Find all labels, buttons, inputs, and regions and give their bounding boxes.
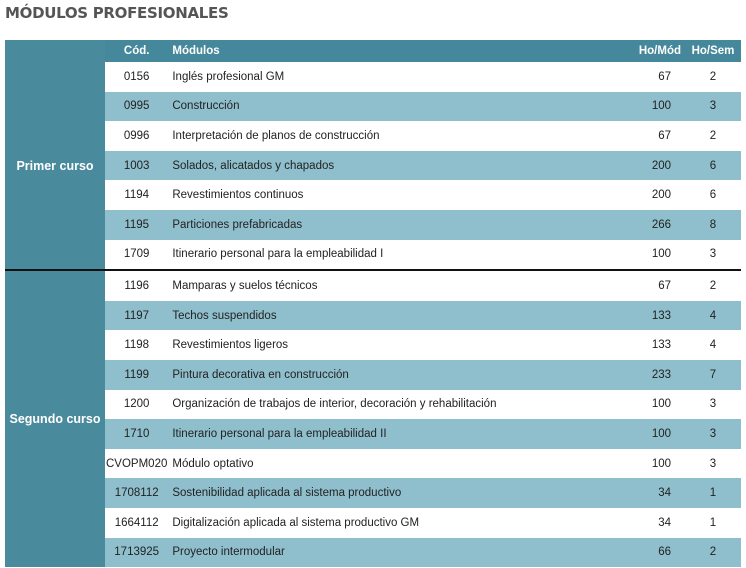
cell-ho-sem: 2: [709, 129, 717, 142]
cell-ho-sem: 1: [685, 478, 741, 508]
group-label: Primer curso: [5, 62, 105, 271]
cell-modulo: Organización de trabajos de interior, de…: [172, 398, 497, 411]
header-ho-sem: Ho/Sem: [685, 40, 741, 62]
table-row: 1709 Itinerario personal para la empleabi…: [5, 240, 741, 271]
cell-ho-sem: 2: [685, 537, 741, 568]
cell-cod: 1710: [105, 419, 169, 449]
cell-cod: 1709: [123, 248, 150, 261]
cell-modulo: Proyecto intermodular: [168, 537, 617, 568]
cell-modulo: Solados, alicatados y chapados: [168, 150, 617, 181]
page-title: MÓDULOS PROFESIONALES: [5, 4, 229, 22]
table-row: 0996 Interpretación de planos de construc…: [5, 121, 741, 151]
header-cod: Cód.: [105, 40, 169, 62]
cell-cod: 1199: [105, 359, 169, 390]
cell-ho-mod: 100: [617, 91, 685, 122]
cell-cod: 1664112: [114, 516, 159, 529]
cell-ho-mod: 34: [617, 478, 685, 508]
header-modulos: Módulos: [168, 40, 617, 62]
cell-ho-mod: 66: [617, 537, 685, 568]
group-header: [5, 40, 105, 62]
cell-cod: 1708112: [105, 478, 169, 508]
cell-ho-sem: 3: [685, 419, 741, 449]
cell-ho-sem: 8: [685, 209, 741, 240]
cell-ho-mod: 67: [658, 70, 671, 83]
table-row: 1664112 Digitalización aplicada al sistem…: [5, 508, 741, 538]
cell-cod: 1713925: [105, 537, 169, 568]
table-row: CVOPM020 Módulo optativo 100 3: [5, 449, 741, 479]
cell-ho-sem: 4: [685, 300, 741, 331]
cell-cod: 1197: [105, 300, 169, 331]
cell-modulo: Interpretación de planos de construcción: [172, 129, 380, 142]
header-ho-mod: Ho/Mód: [617, 40, 685, 62]
cell-cod: 1198: [124, 339, 150, 352]
table-row: 1197 Techos suspendidos 133 4: [5, 300, 741, 331]
cell-modulo: Sostenibilidad aplicada al sistema produ…: [168, 478, 617, 508]
table-row: 1194 Revestimientos continuos 200 6: [5, 180, 741, 210]
table-row: Primer curso 0156 Inglés profesional GM 67 2: [5, 62, 741, 271]
group-label: Segundo curso: [5, 269, 105, 568]
cell-ho-mod: 100: [651, 398, 671, 411]
cell-ho-mod: 133: [617, 300, 685, 331]
cell-cod: 1200: [123, 398, 150, 411]
cell-cod: 0996: [123, 129, 150, 142]
cell-ho-mod: 67: [617, 269, 685, 301]
table-row: 0995 Construcción 100 3: [5, 91, 741, 122]
cell-cod: 1195: [105, 209, 169, 240]
cell-cod: 0156: [123, 70, 150, 83]
cell-ho-sem: 4: [709, 339, 717, 352]
table-row: 1195 Particiones prefabricadas 266 8: [5, 209, 741, 240]
table-row: 1200 Organización de trabajos de interior…: [5, 390, 741, 420]
cell-modulo: Pintura decorativa en construcción: [168, 359, 617, 390]
table-row: 1199 Pintura decorativa en construcción 23…: [5, 359, 741, 390]
table-header: Cód. Módulos Ho/Mód Ho/Sem: [5, 40, 741, 62]
cell-ho-mod: 133: [651, 339, 671, 352]
cell-ho-sem: 2: [685, 269, 741, 301]
cell-ho-mod: 67: [658, 129, 671, 142]
cell-ho-mod: 100: [617, 419, 685, 449]
cell-modulo: Inglés profesional GM: [172, 70, 285, 83]
cell-ho-sem: 3: [709, 398, 717, 411]
cell-ho-sem: 6: [685, 150, 741, 181]
modules-table: Cód. Módulos Ho/Mód Ho/Sem Primer curso 0…: [5, 40, 741, 568]
cell-modulo: Revestimientos ligeros: [172, 339, 289, 352]
cell-modulo: Construcción: [168, 91, 617, 122]
cell-ho-sem: 6: [709, 189, 717, 202]
cell-ho-mod: 266: [617, 209, 685, 240]
table-row: 1708112 Sostenibilidad aplicada al sistem…: [5, 478, 741, 508]
cell-ho-sem: 3: [709, 457, 717, 470]
cell-ho-mod: 100: [651, 248, 671, 261]
cell-ho-mod: 100: [651, 457, 671, 470]
cell-modulo: Techos suspendidos: [168, 300, 617, 331]
cell-ho-mod: 200: [617, 150, 685, 181]
cell-ho-sem: 7: [685, 359, 741, 390]
cell-cod: 1196: [105, 269, 169, 301]
cell-cod: 1194: [124, 189, 150, 202]
cell-modulo: Itinerario personal para la empleabilida…: [172, 248, 384, 261]
cell-modulo: Itinerario personal para la empleabilida…: [168, 419, 617, 449]
cell-modulo: Particiones prefabricadas: [168, 209, 617, 240]
table-row: 1713925 Proyecto intermodular 66 2: [5, 537, 741, 568]
cell-modulo: Módulo optativo: [172, 457, 254, 470]
cell-ho-mod: 34: [658, 516, 671, 529]
cell-ho-sem: 3: [685, 91, 741, 122]
table-row: 1003 Solados, alicatados y chapados 200 6: [5, 150, 741, 181]
cell-cod: 0995: [105, 91, 169, 122]
cell-modulo: Revestimientos continuos: [172, 189, 304, 202]
table-row: 1198 Revestimientos ligeros 133 4: [5, 330, 741, 360]
cell-modulo: Mamparas y suelos técnicos: [168, 269, 617, 301]
cell-ho-mod: 200: [651, 189, 671, 202]
cell-ho-sem: 2: [709, 70, 717, 83]
cell-modulo: Digitalización aplicada al sistema produ…: [172, 516, 420, 529]
cell-ho-sem: 1: [709, 516, 717, 529]
cell-cod: CVOPM020: [106, 457, 168, 470]
cell-ho-sem: 3: [709, 248, 717, 261]
cell-ho-mod: 233: [617, 359, 685, 390]
table-row: Segundo curso 1196 Mamparas y suelos técni…: [5, 269, 741, 568]
table-row: 1710 Itinerario personal para la empleabi…: [5, 419, 741, 449]
cell-cod: 1003: [105, 150, 169, 181]
